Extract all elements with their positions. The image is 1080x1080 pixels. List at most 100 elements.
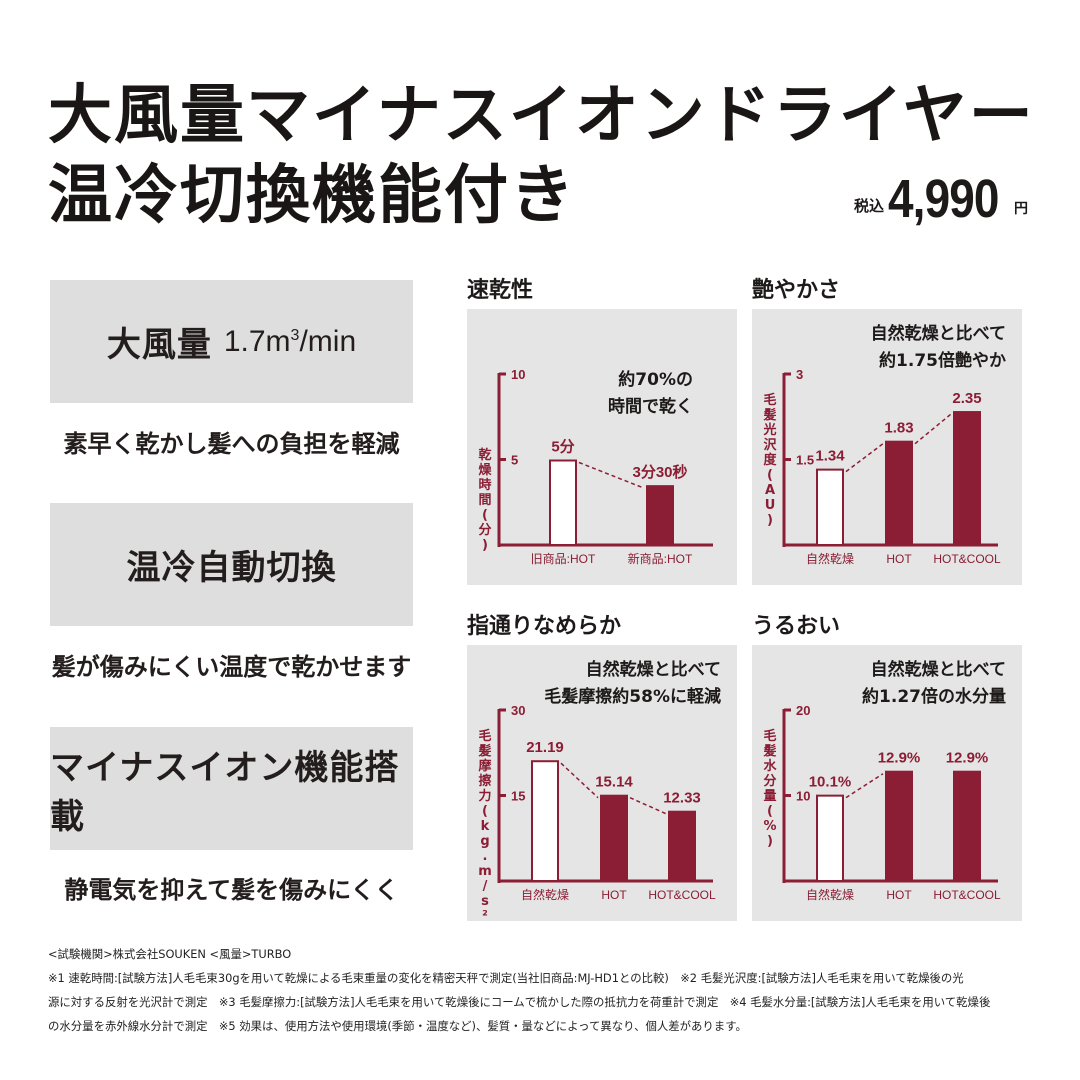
svg-text:(: ( bbox=[767, 468, 773, 483]
chart-gloss: 自然乾燥と比べて 約1.75倍艶やか 1.5 3 毛髪光沢度(A U) 1.34 自然乾燥 1.… bbox=[752, 309, 1022, 585]
svg-text:g: g bbox=[480, 834, 489, 849]
svg-text:1.5: 1.5 bbox=[796, 453, 814, 468]
footnotes: <試験機関>株式会社SOUKEN <風量>TURBO ※1 速乾時間:[試験方法… bbox=[48, 942, 1038, 1038]
svg-text:2.35: 2.35 bbox=[952, 390, 981, 407]
svg-text:15: 15 bbox=[511, 789, 525, 804]
chart-headline: 約70%の 時間で乾く bbox=[608, 370, 693, 417]
feature-label: 温冷自動切換 bbox=[126, 548, 337, 588]
feature-negative-ion: マイナスイオン機能搭載 bbox=[50, 727, 413, 850]
feature-description: 髪が傷みにくい温度で乾かせます bbox=[51, 653, 412, 681]
footnote-line: 源に対する反射を光沢計で測定 ※3 毛髪摩擦力:[試験方法]人毛毛束を用いて乾燥… bbox=[48, 995, 991, 1009]
svg-text:毛: 毛 bbox=[478, 728, 491, 744]
svg-text:21.19: 21.19 bbox=[526, 739, 564, 756]
feature-description: 静電気を抑えて髪を傷みにくく bbox=[64, 876, 399, 904]
chart-title-smooth: 指通りなめらか bbox=[467, 614, 622, 639]
feature-hot-cool: 温冷自動切換 bbox=[50, 503, 413, 626]
svg-text:10: 10 bbox=[511, 367, 525, 382]
svg-text:5: 5 bbox=[511, 453, 518, 468]
svg-text:HOT: HOT bbox=[886, 888, 912, 902]
svg-text:間: 間 bbox=[478, 493, 491, 508]
chart-title-quick-dry: 速乾性 bbox=[467, 278, 534, 303]
svg-text:.: . bbox=[483, 849, 488, 864]
svg-text:²: ² bbox=[482, 909, 488, 921]
feature-spec: 1.7m3/min bbox=[223, 324, 357, 358]
svg-text:s: s bbox=[481, 894, 489, 909]
svg-text:髪: 髪 bbox=[762, 407, 776, 423]
svg-text:10: 10 bbox=[796, 789, 810, 804]
svg-text:毛: 毛 bbox=[763, 728, 776, 744]
svg-text:自然乾燥: 自然乾燥 bbox=[806, 551, 854, 566]
price-currency: 円 bbox=[1014, 201, 1028, 217]
svg-text:光: 光 bbox=[762, 422, 776, 438]
chart-smooth: 自然乾燥と比べて毛髪摩擦約58%に軽減1530毛髪摩擦力(kg.m/s²)21.… bbox=[467, 645, 737, 921]
svg-text:髪: 髪 bbox=[762, 743, 776, 759]
chart-title-moisture: うるおい bbox=[752, 614, 841, 639]
price: 税込 4,990 円 bbox=[854, 172, 1028, 226]
svg-text:(: ( bbox=[482, 508, 488, 523]
svg-text:3: 3 bbox=[796, 367, 803, 382]
svg-text:12.9%: 12.9% bbox=[946, 750, 989, 767]
svg-text:摩: 摩 bbox=[478, 758, 492, 774]
feature-description: 素早く乾かし髪への負担を軽減 bbox=[63, 430, 400, 458]
svg-text:%: % bbox=[763, 819, 776, 834]
svg-text:U: U bbox=[765, 498, 776, 513]
svg-text:沢: 沢 bbox=[763, 437, 777, 453]
svg-text:時: 時 bbox=[478, 477, 491, 493]
svg-text:度: 度 bbox=[763, 452, 777, 468]
svg-text:分: 分 bbox=[763, 773, 776, 789]
svg-text:HOT: HOT bbox=[601, 888, 627, 902]
feature-airflow: 大風量 1.7m3/min bbox=[50, 280, 413, 403]
svg-text:擦: 擦 bbox=[478, 773, 491, 789]
chart-moisture: 自然乾燥と比べて 約1.27倍の水分量 10 20 毛髪水分量(%) 10.1% 自然乾燥 1… bbox=[752, 645, 1022, 921]
svg-text:5分: 5分 bbox=[551, 439, 574, 456]
price-tax-label: 税込 bbox=[853, 197, 884, 215]
svg-text:A: A bbox=[765, 483, 775, 498]
svg-text:12.33: 12.33 bbox=[663, 790, 701, 807]
svg-text:): ) bbox=[767, 513, 773, 528]
svg-text:): ) bbox=[482, 538, 488, 553]
footnote-line: の水分量を赤外線水分計で測定 ※5 効果は、使用方法や使用環境(季節・温度など)… bbox=[48, 1019, 747, 1033]
svg-text:HOT&COOL: HOT&COOL bbox=[933, 888, 1001, 902]
svg-text:15.14: 15.14 bbox=[595, 774, 633, 791]
price-value: 4,990 bbox=[888, 169, 999, 229]
chart-headline: 自然乾燥と比べて 約1.27倍の水分量 bbox=[862, 660, 1006, 707]
svg-text:HOT: HOT bbox=[886, 552, 912, 566]
svg-text:HOT&COOL: HOT&COOL bbox=[648, 888, 716, 902]
svg-text:水: 水 bbox=[763, 758, 777, 774]
product-title-line1: 大風量マイナスイオンドライヤー bbox=[48, 79, 1035, 153]
svg-text:3分30秒: 3分30秒 bbox=[632, 463, 687, 481]
svg-text:力: 力 bbox=[478, 788, 491, 804]
footnote-line: ※1 速乾時間:[試験方法]人毛毛束30gを用いて乾燥による毛束重量の変化を精密… bbox=[48, 971, 964, 985]
svg-text:自然乾燥: 自然乾燥 bbox=[521, 887, 569, 902]
svg-text:30: 30 bbox=[511, 703, 525, 718]
svg-text:HOT&COOL: HOT&COOL bbox=[933, 552, 1001, 566]
bar-chart: 10 20 毛髪水分量(%) 10.1% 自然乾燥 12.9% HOT 12.9% HOT&CO… bbox=[762, 703, 1001, 902]
svg-text:(: ( bbox=[767, 804, 773, 819]
svg-text:旧商品:HOT: 旧商品:HOT bbox=[531, 551, 596, 566]
feature-label: 大風量 bbox=[106, 325, 212, 365]
footnote-line: <試験機関>株式会社SOUKEN <風量>TURBO bbox=[48, 947, 292, 961]
svg-text:1.83: 1.83 bbox=[884, 420, 913, 437]
svg-text:m: m bbox=[478, 864, 492, 879]
svg-text:新商品:HOT: 新商品:HOT bbox=[628, 551, 693, 566]
svg-text:乾: 乾 bbox=[478, 447, 491, 463]
svg-text:自然乾燥: 自然乾燥 bbox=[806, 887, 854, 902]
svg-text:髪: 髪 bbox=[477, 743, 491, 759]
svg-text:20: 20 bbox=[796, 703, 810, 718]
chart-quick-dry: 約70%の 時間で乾く 5 10 乾燥時間(分) 5分 旧商品:HOT 3分30秒 新商品:HO… bbox=[467, 309, 737, 585]
product-title-line2: 温冷切換機能付き bbox=[48, 159, 576, 233]
feature-label: マイナスイオン機能搭載 bbox=[50, 747, 400, 837]
svg-text:12.9%: 12.9% bbox=[878, 750, 921, 767]
chart-headline: 自然乾燥と比べて 約1.75倍艶やか bbox=[870, 324, 1006, 371]
svg-text:): ) bbox=[767, 834, 773, 849]
bar-chart: 1.5 3 毛髪光沢度(AU) 1.34 自然乾燥 1.83 HOT 2.35 HOT&COOL bbox=[762, 367, 1001, 566]
chart-headline: 自然乾燥と比べて 毛髪摩擦約58%に軽減 bbox=[544, 660, 721, 707]
svg-text:分: 分 bbox=[478, 522, 491, 538]
svg-text:1.34: 1.34 bbox=[815, 448, 845, 465]
svg-text:/: / bbox=[483, 879, 488, 894]
bar-chart: 1530毛髪摩擦力(kg.m/s²)21.19自然乾燥15.14HOT12.33… bbox=[477, 703, 716, 921]
svg-text:(: ( bbox=[482, 804, 488, 819]
svg-text:k: k bbox=[481, 819, 490, 834]
svg-text:10.1%: 10.1% bbox=[809, 774, 852, 791]
